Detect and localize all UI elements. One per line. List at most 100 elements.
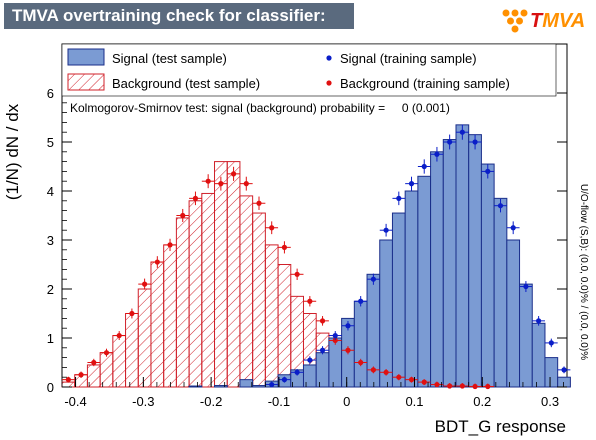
background-test-bar xyxy=(112,335,127,388)
signal-train-point xyxy=(497,203,504,209)
y-tick-label: 3 xyxy=(47,233,54,248)
signal-train-point xyxy=(345,323,351,329)
y-axis-label: (1/N) dN / dx xyxy=(3,103,22,200)
signal-train-point xyxy=(319,347,326,353)
background-test-bar xyxy=(201,192,216,388)
legend-label-background-train: Background (training sample) xyxy=(340,76,510,91)
signal-train-point xyxy=(358,298,364,304)
signal-train-point xyxy=(434,151,440,157)
signal-train-point xyxy=(447,139,453,145)
signal-test-bar xyxy=(328,337,343,388)
background-train-point xyxy=(205,178,211,184)
signal-train-point xyxy=(523,283,529,290)
background-train-point xyxy=(180,212,186,219)
y-tick-label: 6 xyxy=(47,86,54,101)
signal-train-point xyxy=(396,195,402,201)
signal-test-bar xyxy=(353,300,368,388)
chart-title: TMVA overtraining check for classifier: … xyxy=(4,3,354,51)
training-points xyxy=(62,124,571,390)
y-tick-label: 1 xyxy=(47,331,54,346)
background-test-bar xyxy=(163,244,177,388)
signal-test-bar xyxy=(519,283,533,388)
legend: Signal (test sample) Background (test sa… xyxy=(61,43,557,97)
signal-test-bar xyxy=(417,175,432,388)
background-train-point xyxy=(434,381,440,388)
background-train-point xyxy=(408,377,415,383)
x-tick-label: -0.3 xyxy=(132,394,154,409)
tmva-logo: TMVA xyxy=(500,8,592,36)
axes: 0 1 2 3 4 5 6 -0.4 -0.3 -0.2 -0.1 0 0.1 0.2 0.3 xyxy=(47,44,567,409)
x-tick-label: -0.4 xyxy=(64,394,86,409)
background-train-point xyxy=(370,367,376,373)
background-test-bar xyxy=(277,264,292,388)
signal-test-bar xyxy=(315,352,330,388)
background-train-point xyxy=(192,195,199,201)
background-test-bar xyxy=(99,352,114,388)
background-train-point xyxy=(447,383,453,389)
background-train-point xyxy=(218,181,224,187)
signal-test-bar xyxy=(531,322,546,388)
x-tick-label: -0.2 xyxy=(200,394,222,409)
signal-test-bar xyxy=(442,139,457,388)
signal-test-bar xyxy=(493,197,508,388)
signal-test-bar xyxy=(379,239,393,388)
background-train-point xyxy=(345,347,351,353)
background-test-bar xyxy=(188,200,203,388)
background-train-point xyxy=(472,383,478,390)
signal-train-point xyxy=(383,227,389,233)
y-tick-label: 2 xyxy=(47,282,54,297)
signal-test-bar xyxy=(544,357,559,388)
logo-dots-icon xyxy=(502,9,528,33)
background-train-point xyxy=(383,369,389,375)
signal-train-point xyxy=(269,381,275,388)
background-train-point xyxy=(332,337,338,344)
signal-test-bar xyxy=(557,376,571,388)
x-tick-label: 0.3 xyxy=(541,394,559,409)
signal-test-bar xyxy=(480,163,495,388)
signal-test-bar xyxy=(239,379,254,388)
signal-train-point xyxy=(281,377,288,383)
background-train-point xyxy=(281,244,288,250)
signal-train-point xyxy=(548,340,554,346)
signal-test-bar xyxy=(391,212,406,388)
signal-train-point xyxy=(459,129,465,135)
background-test-bar xyxy=(150,261,165,388)
signal-test-bar xyxy=(455,124,470,388)
overflow-note: U/O-flow (S,B): (0.0, 0.0)% / (0.0, 0.0)… xyxy=(578,184,589,360)
histogram-bars xyxy=(61,124,571,388)
signal-train-point xyxy=(332,332,338,339)
background-train-point xyxy=(91,359,97,366)
background-test-bar xyxy=(175,217,190,388)
signal-train-point xyxy=(536,318,542,324)
background-train-point xyxy=(116,332,122,339)
background-train-point xyxy=(65,377,71,383)
signal-test-bar xyxy=(188,385,203,388)
signal-test-bar xyxy=(214,385,228,388)
background-train-point xyxy=(459,383,465,389)
logo-text: TMVA xyxy=(530,10,586,32)
signal-train-point xyxy=(485,168,491,174)
signal-train-point xyxy=(370,276,376,282)
background-train-point xyxy=(142,281,148,287)
signal-test-bar xyxy=(468,134,482,388)
signal-train-point xyxy=(561,367,567,373)
y-tick-label: 0 xyxy=(47,380,54,395)
signal-train-point xyxy=(472,139,478,145)
background-test-bar xyxy=(264,244,279,388)
signal-test-bar xyxy=(404,190,419,388)
background-train-point xyxy=(256,200,262,206)
legend-label-signal-test: Signal (test sample) xyxy=(112,51,227,66)
x-axis-label: BDT_G response xyxy=(435,417,566,436)
y-tick-label: 5 xyxy=(47,135,54,150)
background-test-bar xyxy=(239,195,254,388)
background-train-point xyxy=(154,259,160,265)
signal-train-point xyxy=(421,163,427,170)
signal-test-bar xyxy=(302,364,317,388)
background-test-bar xyxy=(214,161,228,388)
background-train-point xyxy=(230,171,237,177)
background-train-point xyxy=(358,359,364,366)
x-tick-label: 0.1 xyxy=(405,394,423,409)
legend-swatch-background-test xyxy=(67,73,105,91)
signal-train-point xyxy=(294,369,300,375)
background-test-bar xyxy=(137,288,152,388)
